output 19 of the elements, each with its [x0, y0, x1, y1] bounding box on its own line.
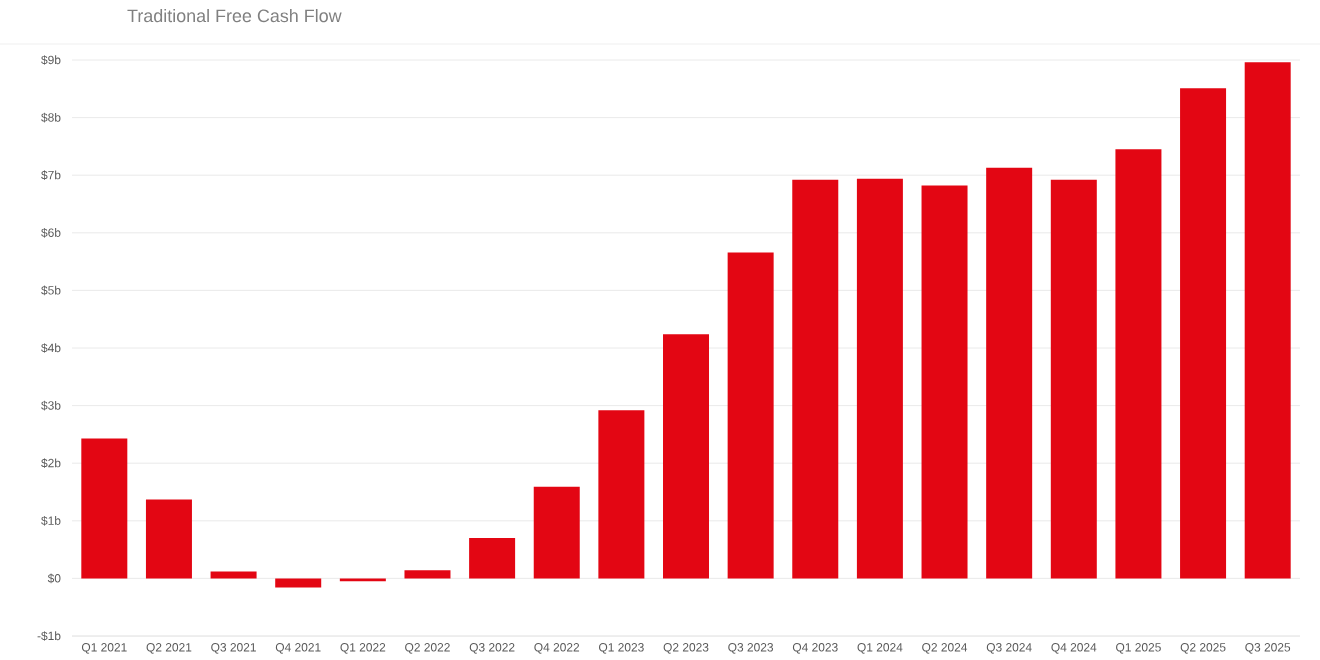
bar [404, 570, 451, 579]
bar [533, 486, 580, 579]
bar [210, 571, 257, 579]
bar [275, 578, 322, 588]
bar [921, 185, 968, 579]
bar [145, 499, 192, 579]
chart-title: Traditional Free Cash Flow [127, 9, 342, 23]
bar [727, 252, 774, 579]
bar [1050, 179, 1097, 579]
bar [469, 538, 516, 579]
bar [81, 438, 128, 579]
bar [598, 410, 645, 579]
bar [1115, 149, 1162, 579]
bar [986, 167, 1033, 579]
bar [856, 178, 903, 579]
bar [1180, 88, 1227, 579]
bar [1244, 62, 1291, 579]
bar [792, 179, 839, 579]
bar [663, 334, 710, 579]
